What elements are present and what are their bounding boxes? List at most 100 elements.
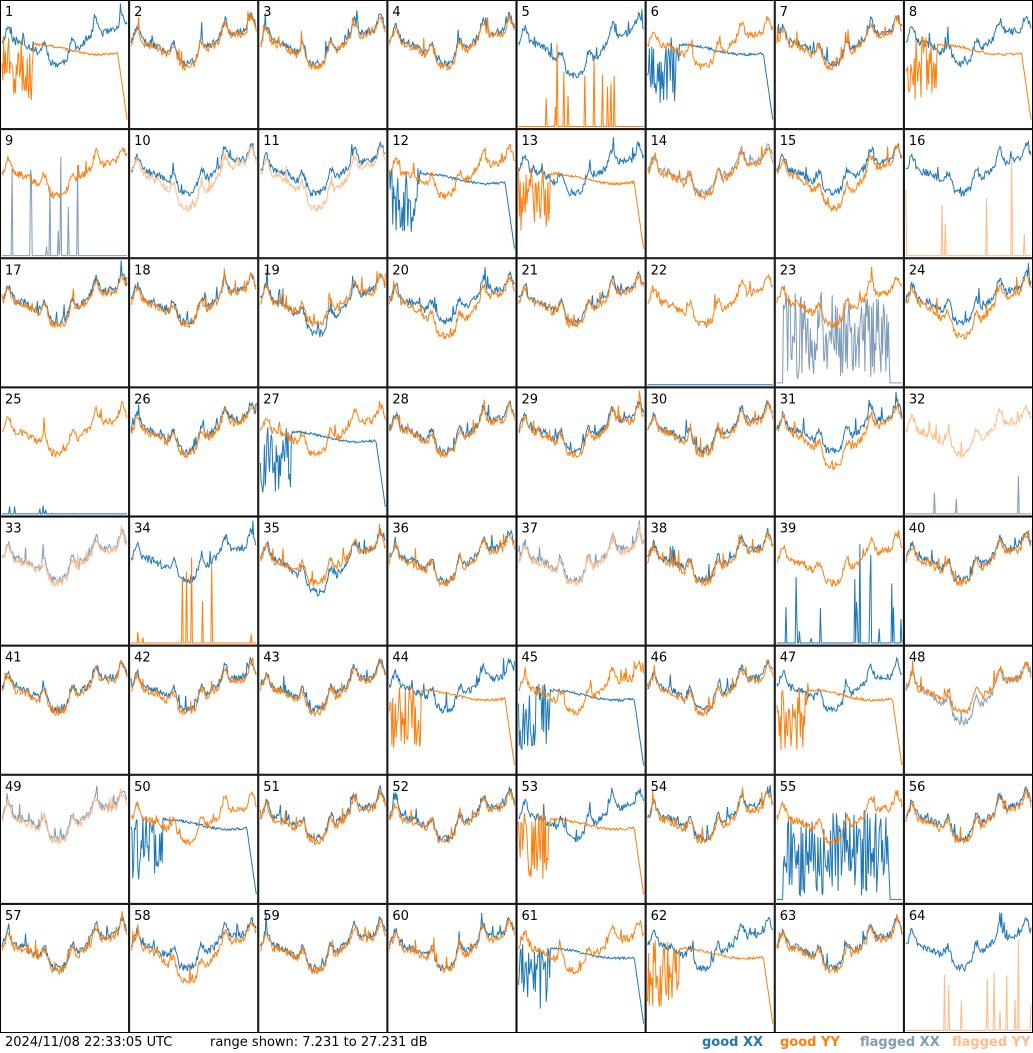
series-yy-line [647, 273, 774, 329]
series-xx-line [2, 156, 128, 257]
panel-38: 38 [645, 516, 775, 646]
panel-frame [903, 774, 1033, 904]
panel-label: 5 [522, 5, 530, 20]
panel-frame [387, 774, 517, 904]
panel-24: 24 [903, 258, 1033, 388]
panel-51: 51 [258, 774, 388, 904]
series-xx-line [905, 263, 1032, 327]
panel-frame [903, 0, 1033, 130]
panel-30: 30 [645, 387, 775, 517]
panel-frame [258, 129, 388, 259]
panel-label: 11 [263, 134, 280, 149]
panel-label: 24 [909, 263, 926, 278]
series-yy-line [1, 788, 128, 845]
range-text: range shown: 7.231 to 27.231 dB [210, 1035, 428, 1050]
series-xx-line [776, 142, 903, 197]
panel-8: 8 [903, 0, 1033, 130]
series-yy-line [776, 683, 903, 766]
panel-label: 50 [134, 780, 151, 795]
panel-label: 59 [263, 909, 280, 924]
panel-34: 34 [129, 516, 259, 646]
panel-label: 44 [392, 651, 409, 666]
panel-37: 37 [516, 516, 646, 646]
series-xx-line [130, 520, 257, 584]
panel-label: 55 [780, 780, 797, 795]
panel-label: 7 [780, 5, 788, 20]
series-yy-line [388, 534, 515, 588]
series-yy-line [518, 167, 645, 249]
panel-frame [129, 516, 259, 646]
series-xx-line [776, 292, 902, 384]
panel-label: 48 [909, 651, 926, 666]
panel-9: 9 [0, 129, 130, 259]
series-xx-line [518, 9, 645, 79]
panel-frame [258, 0, 388, 130]
legend-good-xx: good XX [702, 1035, 764, 1050]
panel-label: 47 [780, 651, 797, 666]
panel-label: 64 [909, 909, 926, 924]
panel-13: 13 [516, 129, 646, 259]
series-yy-line [905, 158, 1031, 257]
series-yy-line [905, 274, 1032, 341]
series-yy-line [776, 402, 903, 472]
series-yy-line [1, 400, 128, 458]
panel-label: 51 [263, 780, 280, 795]
panel-frame [0, 516, 130, 646]
panel-10: 10 [129, 129, 259, 259]
panel-label: 39 [780, 522, 797, 537]
panel-frame [903, 645, 1033, 775]
series-yy-line [776, 143, 903, 213]
panel-label: 3 [263, 5, 271, 20]
panel-label: 4 [392, 5, 400, 20]
series-xx-line [776, 391, 903, 454]
footer: 2024/11/08 22:33:05 UTC range shown: 7.2… [0, 1033, 1033, 1053]
panel-label: 26 [134, 392, 151, 407]
panel-frame [516, 0, 646, 130]
legend-flagged-yy: flagged YY [952, 1035, 1031, 1050]
series-yy-line [776, 529, 903, 588]
panel-label: 43 [263, 651, 280, 666]
series-yy-line [776, 266, 903, 329]
panel-label: 25 [5, 392, 22, 407]
panel-label: 34 [134, 522, 151, 537]
panel-frame [645, 0, 775, 130]
panel-frame [258, 387, 388, 517]
panel-label: 40 [909, 522, 926, 537]
series-yy-line [518, 812, 645, 895]
panel-4: 4 [387, 0, 517, 130]
series-yy-line [518, 918, 645, 976]
series-yy-line [388, 790, 515, 844]
series-yy-line [1, 147, 128, 199]
panel-15: 15 [774, 129, 904, 259]
panel-50: 50 [129, 774, 259, 904]
legend-flagged-xx: flagged XX [860, 1035, 940, 1050]
series-xx-line [518, 137, 645, 197]
legend-good-yy: good YY [780, 1035, 840, 1050]
series-yy-line [518, 43, 644, 127]
panel-58: 58 [129, 903, 259, 1033]
panel-39: 39 [774, 516, 904, 646]
panel-33: 33 [0, 516, 130, 646]
panel-48: 48 [903, 645, 1033, 775]
panel-label: 38 [651, 522, 668, 537]
panel-23: 23 [774, 258, 904, 388]
panel-11: 11 [258, 129, 388, 259]
panel-2: 2 [129, 0, 259, 130]
series-xx-line [776, 810, 902, 900]
series-xx-line [905, 912, 1032, 973]
series-yy-line [259, 657, 386, 718]
panel-label: 36 [392, 522, 409, 537]
panel-32: 32 [903, 387, 1033, 517]
panel-18: 18 [129, 258, 259, 388]
series-xx-line [647, 916, 774, 973]
panel-frame [903, 258, 1033, 388]
series-yy-line [259, 15, 386, 71]
panel-frame [645, 645, 775, 775]
series-yy-line [1, 525, 128, 588]
panel-label: 14 [651, 134, 668, 149]
panel-label: 35 [263, 522, 280, 537]
panel-label: 61 [522, 909, 539, 924]
panel-54: 54 [645, 774, 775, 904]
panel-frame [903, 903, 1033, 1033]
